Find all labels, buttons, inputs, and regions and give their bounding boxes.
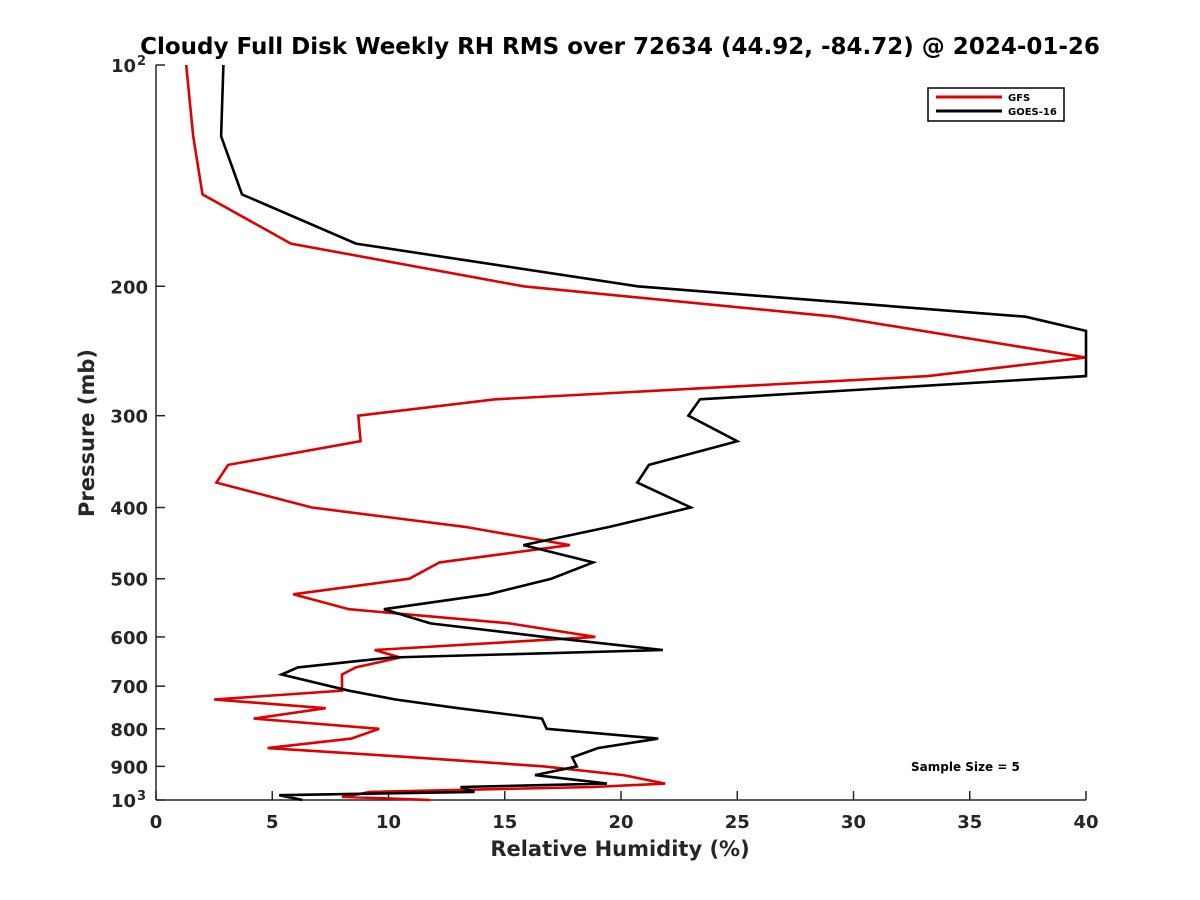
- y-tick-label: 800: [110, 720, 148, 741]
- x-tick-label: 5: [266, 812, 279, 833]
- x-tick-label: 40: [1073, 812, 1098, 833]
- legend-label-gfs: GFS: [1008, 93, 1030, 104]
- y-tick-exponent: 3: [137, 789, 146, 804]
- y-axis-label: Pressure (mb): [75, 349, 99, 517]
- plot-area: [155, 65, 1086, 801]
- x-axis-label: Relative Humidity (%): [490, 837, 749, 861]
- y-tick-label: 200: [110, 277, 148, 298]
- sample-size-annotation: Sample Size = 5: [911, 760, 1020, 774]
- x-tick-label: 0: [150, 812, 163, 833]
- x-tick-label: 25: [725, 812, 750, 833]
- chart-title: Cloudy Full Disk Weekly RH RMS over 7263…: [140, 34, 1100, 60]
- series-layer: [184, 64, 1088, 802]
- x-tick-label: 20: [608, 812, 633, 833]
- y-tick-label: 300: [110, 407, 148, 428]
- x-tick-label: 35: [957, 812, 982, 833]
- y-tick-label: 500: [110, 570, 148, 591]
- y-tick-exponent: 2: [137, 54, 146, 69]
- y-tick-label: 10: [111, 791, 136, 812]
- legend: GFS GOES-16: [927, 87, 1065, 122]
- series-line-gfs: [184, 64, 1087, 802]
- y-tick-label: 400: [110, 499, 148, 520]
- series-line-goes16: [219, 64, 1088, 802]
- legend-box: [927, 87, 1065, 122]
- x-tick-label: 10: [376, 812, 401, 833]
- x-tick-label: 30: [841, 812, 866, 833]
- y-tick-label: 10: [111, 56, 136, 77]
- x-axis: 0 5 10 15 20 25 30 35 40: [150, 791, 1099, 833]
- y-tick-label: 900: [110, 757, 148, 778]
- x-tick-label: 15: [492, 812, 517, 833]
- legend-label-goes16: GOES-16: [1008, 107, 1057, 118]
- y-tick-label: 700: [110, 677, 148, 698]
- y-tick-label: 600: [110, 628, 148, 649]
